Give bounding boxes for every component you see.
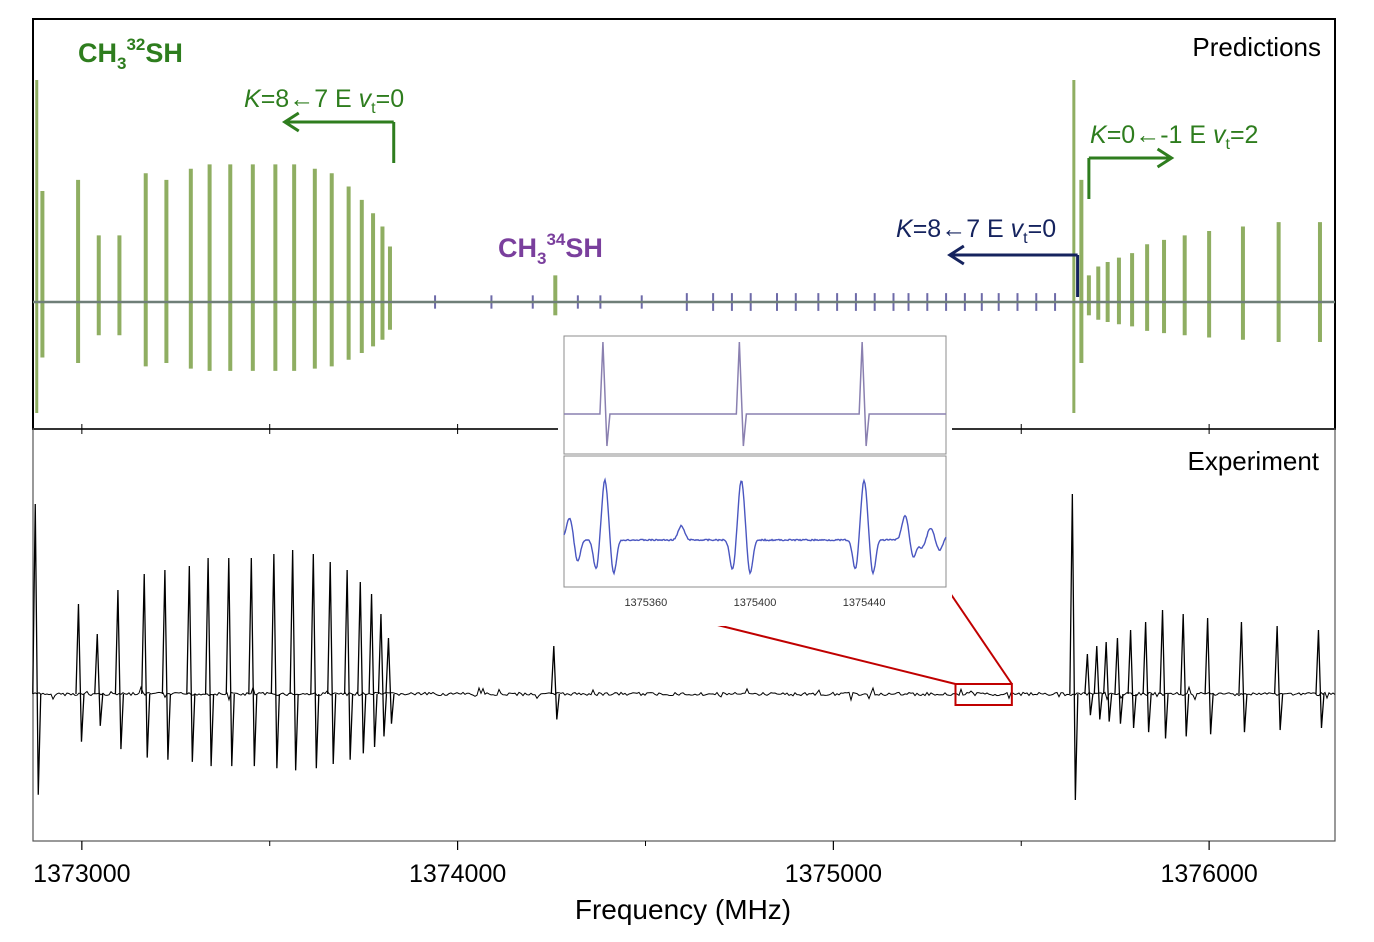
observed-line-4 bbox=[141, 573, 151, 758]
observed-line-27 bbox=[1159, 609, 1169, 739]
observed-line-24 bbox=[1114, 637, 1124, 724]
arrow3-sub: t bbox=[1023, 230, 1028, 247]
ch34-base: CH bbox=[498, 233, 537, 263]
annotation-k8-vt0-green: K=8←7 E vt=0 bbox=[244, 85, 404, 117]
arrow3-arrow bbox=[947, 244, 1080, 297]
ch34-tail: SH bbox=[565, 233, 603, 263]
observed-line-2 bbox=[94, 633, 104, 726]
ch34-subscript: 3 bbox=[537, 249, 546, 268]
arrow1-v: v bbox=[359, 85, 373, 113]
observed-line-31 bbox=[1273, 625, 1284, 731]
predictions-plot bbox=[33, 80, 1335, 413]
arrow2-val: =2 bbox=[1230, 121, 1259, 149]
ch3-32sh-label: CH332SH bbox=[78, 35, 183, 73]
observed-line-10 bbox=[270, 553, 281, 769]
inset-tick-label-1: 1375400 bbox=[734, 597, 777, 609]
annotation-arrows bbox=[281, 111, 1175, 297]
x-tick-label-3: 1376000 bbox=[1160, 860, 1257, 888]
inset-observed-frame bbox=[563, 455, 947, 588]
observed-line-6 bbox=[186, 565, 196, 762]
experiment-plot bbox=[32, 493, 1336, 801]
x-tick-label-1: 1374000 bbox=[409, 860, 506, 888]
observed-line-0 bbox=[32, 503, 42, 795]
observed-line-29 bbox=[1204, 617, 1214, 735]
observed-line-30 bbox=[1238, 621, 1248, 733]
arrow2-arrow bbox=[1087, 147, 1175, 199]
arrow3-k: K bbox=[896, 215, 914, 243]
observed-line-22 bbox=[1093, 645, 1103, 720]
zoom-connector-right bbox=[945, 586, 1013, 685]
inset-tick-label-2: 1375440 bbox=[843, 597, 886, 609]
arrow2-k: K bbox=[1090, 121, 1108, 149]
arrow1-eq: =8←7 E bbox=[261, 85, 359, 113]
experiment-baseline bbox=[32, 685, 1336, 702]
observed-line-21 bbox=[1084, 653, 1094, 716]
observed-line-13 bbox=[327, 561, 337, 764]
predictions-label: Predictions bbox=[1192, 32, 1321, 62]
ch32-superscript: 32 bbox=[126, 35, 145, 54]
observed-line-9 bbox=[248, 557, 258, 767]
observed-line-15 bbox=[357, 581, 367, 754]
annotation-k0-vt2-green: K=0←-1 E vt=2 bbox=[1090, 121, 1258, 153]
observed-line-20 bbox=[1069, 493, 1079, 801]
arrow1-k: K bbox=[244, 85, 262, 113]
observed-line-1 bbox=[75, 603, 85, 742]
observed-line-14 bbox=[343, 569, 354, 760]
arrow1-arrow bbox=[281, 111, 396, 163]
observed-line-25 bbox=[1127, 629, 1137, 728]
observed-line-7 bbox=[204, 557, 215, 767]
observed-line-3 bbox=[114, 589, 125, 750]
observed-line-32 bbox=[1315, 629, 1325, 728]
ch3-34sh-label: CH334SH bbox=[498, 230, 603, 268]
ch32-base: CH bbox=[78, 38, 117, 68]
zoom-region-box bbox=[954, 683, 1013, 706]
x-axis: 1373000 1374000 1375000 1376000 bbox=[33, 424, 1258, 888]
inset-tick-label-0: 1375360 bbox=[624, 597, 667, 609]
ch32-tail: SH bbox=[145, 38, 183, 68]
arrow3-eq: =8←7 E bbox=[913, 215, 1011, 243]
observed-line-18 bbox=[385, 637, 395, 724]
observed-line-19 bbox=[550, 645, 560, 720]
arrow2-sub: t bbox=[1226, 136, 1231, 153]
arrow2-eq: =0←-1 E bbox=[1107, 121, 1213, 149]
arrow1-val: =0 bbox=[376, 85, 405, 113]
x-axis-title: Frequency (MHz) bbox=[575, 894, 791, 925]
annotation-k8-vt0-navy: K=8←7 E vt=0 bbox=[896, 215, 1056, 247]
experiment-label: Experiment bbox=[1188, 446, 1320, 476]
observed-line-23 bbox=[1103, 641, 1113, 722]
x-tick-label-0: 1373000 bbox=[33, 860, 130, 888]
arrow2-v: v bbox=[1213, 121, 1227, 149]
observed-line-8 bbox=[225, 557, 235, 767]
observed-line-12 bbox=[310, 553, 320, 769]
arrow3-val: =0 bbox=[1028, 215, 1057, 243]
ch34-superscript: 34 bbox=[546, 230, 565, 249]
inset-zoom: 1375360 1375400 1375440 bbox=[558, 332, 1013, 706]
observed-line-5 bbox=[161, 569, 172, 760]
observed-line-26 bbox=[1142, 621, 1152, 733]
observed-line-16 bbox=[368, 593, 378, 748]
ch32-subscript: 3 bbox=[117, 54, 126, 73]
inset-predicted-frame bbox=[563, 335, 947, 455]
arrow3-v: v bbox=[1011, 215, 1025, 243]
observed-line-17 bbox=[377, 613, 388, 737]
observed-line-11 bbox=[289, 549, 299, 771]
observed-line-28 bbox=[1180, 613, 1190, 737]
x-tick-label-2: 1375000 bbox=[785, 860, 882, 888]
inset-predicted-trace bbox=[564, 341, 946, 447]
inset-observed-trace bbox=[563, 477, 947, 576]
arrow1-sub: t bbox=[371, 100, 376, 117]
